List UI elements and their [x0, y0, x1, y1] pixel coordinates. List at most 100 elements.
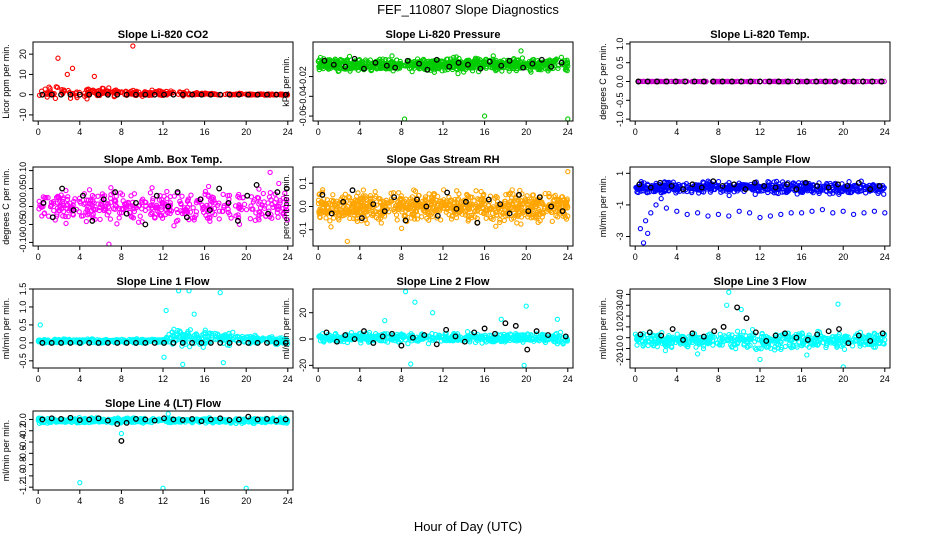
highlight-point	[79, 192, 86, 199]
data-point	[426, 217, 432, 223]
data-point	[396, 190, 402, 196]
data-point	[357, 335, 363, 341]
data-point	[514, 220, 520, 226]
data-point	[449, 213, 455, 219]
data-point	[179, 343, 185, 349]
data-point	[284, 217, 290, 223]
highlight-point	[794, 78, 801, 85]
highlight-point	[217, 339, 224, 346]
data-point	[150, 198, 156, 204]
y-tick-label: -20	[298, 359, 308, 372]
data-point	[373, 202, 380, 208]
x-tick-label: 12	[438, 374, 448, 384]
highlight-point	[545, 332, 551, 339]
highlight-point	[226, 91, 233, 98]
data-point	[91, 207, 97, 213]
highlight-point	[719, 183, 726, 189]
data-point	[817, 188, 823, 194]
data-point	[513, 332, 519, 339]
data-point	[453, 54, 459, 60]
data-point	[372, 189, 378, 195]
data-point	[119, 336, 125, 343]
data-point	[95, 201, 101, 207]
highlight-point	[443, 326, 450, 333]
highlight-point	[761, 183, 768, 189]
highlight-point	[342, 63, 349, 70]
data-point	[412, 208, 419, 214]
data-point	[268, 336, 274, 342]
data-point	[316, 209, 322, 215]
panel-title: Slope Line 1 Flow	[117, 276, 210, 288]
data-point	[398, 225, 405, 231]
highlight-point	[831, 78, 838, 85]
x-tick-label: 8	[399, 374, 404, 384]
x-tick-label: 0	[316, 374, 321, 384]
data-point	[216, 337, 223, 343]
data-point	[169, 329, 175, 335]
data-point	[700, 345, 707, 352]
data-point	[466, 204, 472, 211]
data-point	[546, 193, 552, 199]
points-layer	[315, 168, 571, 245]
x-tick-label: 4	[77, 127, 82, 137]
y-tick-label: 20	[18, 49, 28, 59]
highlight-point	[772, 184, 779, 191]
data-point	[316, 66, 322, 73]
highlight-point	[39, 91, 46, 98]
highlight-point	[67, 339, 74, 346]
outlier-point	[481, 113, 488, 119]
data-point	[54, 84, 61, 91]
data-point	[399, 196, 405, 202]
data-point	[133, 88, 140, 94]
highlight-point	[785, 78, 792, 85]
x-tick-label: 16	[480, 374, 490, 384]
data-point	[408, 215, 414, 221]
x-tick-label: 4	[77, 374, 82, 384]
data-point	[362, 195, 368, 201]
data-point	[564, 57, 570, 63]
outlier-point	[220, 359, 226, 366]
outlier-point	[175, 289, 182, 294]
data-point	[330, 198, 337, 204]
highlight-point	[529, 60, 536, 67]
data-point	[174, 206, 180, 213]
highlight-point	[860, 78, 866, 85]
highlight-point	[822, 78, 829, 85]
data-point	[536, 206, 542, 213]
highlight-point	[444, 189, 451, 196]
highlight-point	[424, 66, 431, 73]
data-point	[215, 92, 221, 98]
x-tick-label: 8	[119, 374, 124, 384]
data-point	[446, 194, 452, 200]
highlight-point	[244, 192, 251, 199]
highlight-point	[698, 184, 705, 191]
data-point	[179, 210, 186, 217]
data-point	[178, 201, 184, 207]
outlier-point	[645, 230, 651, 237]
x-tick-label: 0	[36, 374, 41, 384]
highlight-point	[179, 91, 186, 98]
highlight-point	[757, 78, 763, 85]
highlight-point	[170, 91, 177, 98]
highlight-point	[112, 189, 119, 196]
highlight-point	[474, 219, 481, 226]
highlight-point	[536, 194, 543, 201]
data-point	[382, 338, 388, 344]
data-point	[387, 332, 394, 338]
outlier-point	[523, 303, 529, 309]
data-point	[362, 216, 368, 222]
highlight-point	[142, 221, 149, 228]
highlight-point	[370, 201, 377, 208]
data-point	[190, 205, 196, 211]
data-point	[388, 198, 395, 204]
data-point	[446, 201, 453, 207]
panel-title: Slope Line 2 Flow	[397, 276, 490, 288]
data-point	[683, 187, 689, 193]
highlight-point	[802, 179, 809, 186]
data-point	[320, 205, 326, 212]
highlight-point	[850, 78, 857, 85]
data-point	[440, 187, 447, 193]
highlight-point	[512, 322, 519, 329]
highlight-point	[647, 184, 654, 191]
data-point	[229, 335, 235, 342]
